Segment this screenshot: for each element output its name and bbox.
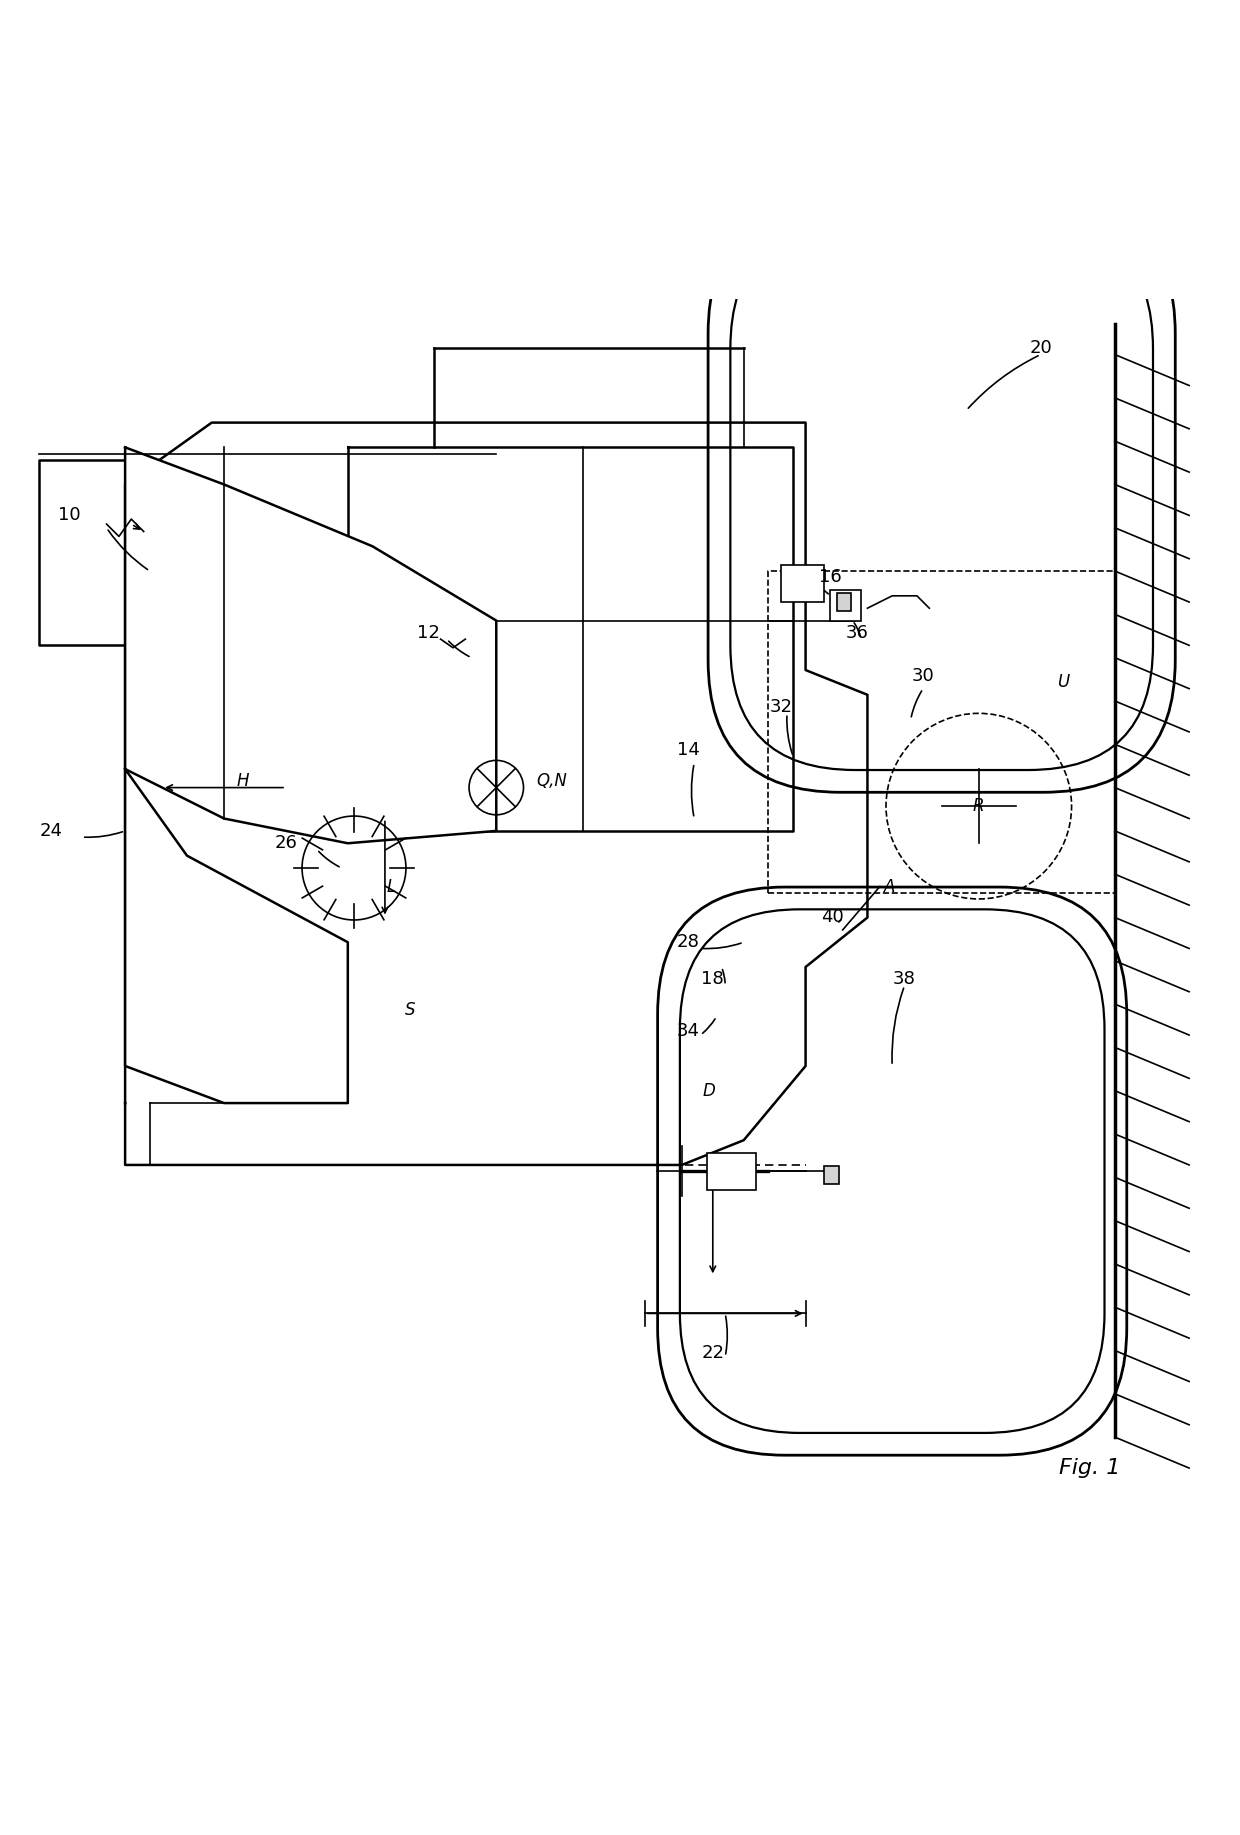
Text: Fig. 1: Fig. 1: [1059, 1459, 1121, 1477]
Text: U: U: [1056, 673, 1069, 692]
Text: L: L: [387, 877, 396, 895]
Bar: [825, 1167, 839, 1184]
Text: 12: 12: [417, 624, 440, 642]
Text: 38: 38: [893, 971, 916, 989]
Text: R: R: [973, 796, 985, 815]
Bar: [831, 589, 862, 620]
Polygon shape: [125, 448, 496, 844]
FancyBboxPatch shape: [657, 886, 1127, 1455]
Text: 20: 20: [1029, 339, 1052, 358]
Text: 30: 30: [911, 668, 935, 684]
Text: 24: 24: [40, 822, 62, 840]
FancyBboxPatch shape: [708, 202, 1176, 793]
FancyBboxPatch shape: [730, 224, 1153, 771]
Text: 10: 10: [58, 506, 81, 525]
Text: 34: 34: [677, 1022, 699, 1040]
Text: Q,N: Q,N: [537, 773, 568, 791]
Bar: [707, 1152, 756, 1189]
Text: D: D: [703, 1081, 715, 1099]
Bar: [837, 593, 852, 611]
Text: 22: 22: [702, 1343, 724, 1362]
Bar: [781, 565, 825, 602]
Polygon shape: [125, 769, 347, 1103]
Text: S: S: [404, 1002, 415, 1018]
Text: 32: 32: [769, 697, 792, 716]
Text: 40: 40: [821, 908, 844, 927]
Text: 28: 28: [677, 934, 699, 951]
Text: 18: 18: [702, 971, 724, 989]
FancyBboxPatch shape: [680, 910, 1105, 1433]
Text: 36: 36: [846, 624, 869, 642]
Text: H: H: [237, 773, 249, 791]
Text: A: A: [884, 877, 895, 895]
Text: 26: 26: [274, 835, 298, 851]
Text: 16: 16: [818, 569, 842, 585]
Text: 14: 14: [677, 741, 699, 760]
